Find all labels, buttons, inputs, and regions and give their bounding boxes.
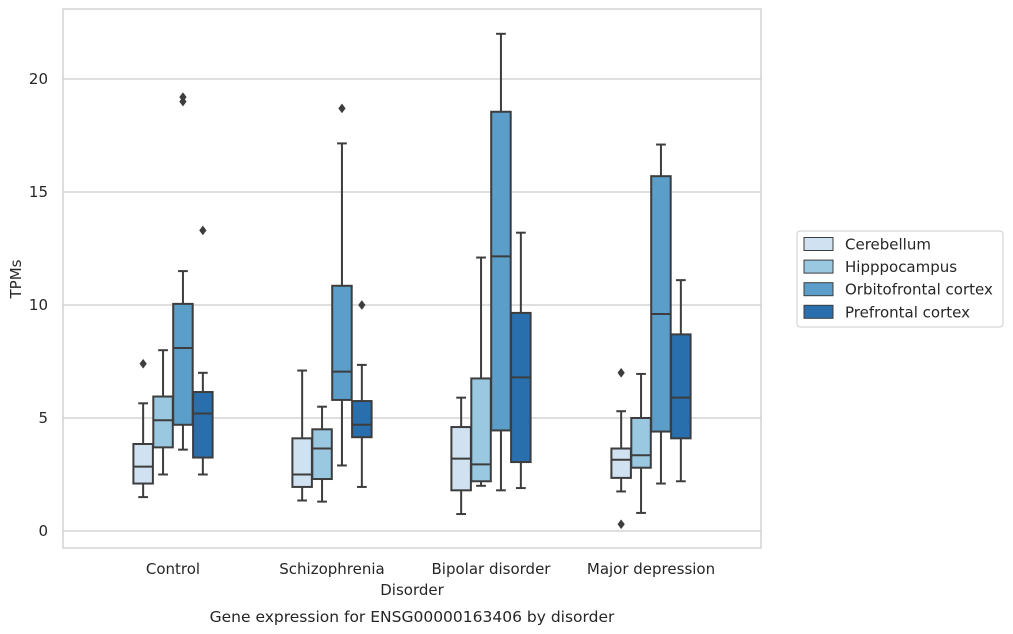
outlier-point [199, 225, 207, 236]
outlier-point [179, 92, 187, 102]
y-tick-label: 10 [29, 296, 48, 314]
legend-swatch [803, 237, 834, 251]
box [351, 400, 373, 439]
box-3-2 [510, 231, 532, 490]
legend-label: Orbitofrontal cortex [845, 281, 993, 299]
legend: Cerebellum Hipppocampus Orbitofrontal cort… [796, 230, 1004, 328]
x-tick-labels: Control Schizophrenia Bipolar disorder Majo… [146, 560, 715, 578]
y-axis-label: TPMs [7, 259, 25, 299]
box-3-1 [351, 300, 373, 488]
box [311, 428, 333, 481]
legend-swatch [803, 259, 834, 274]
box [510, 311, 532, 464]
legend-swatch [803, 304, 834, 319]
box [291, 437, 313, 488]
box [630, 417, 652, 469]
box [331, 284, 353, 401]
box-3-0 [192, 225, 214, 476]
box [470, 377, 492, 483]
y-tick-labels: 0 5 10 15 20 [29, 70, 48, 540]
x-tick-label: Control [146, 560, 200, 578]
legend-swatch [803, 282, 834, 297]
box [670, 333, 692, 440]
legend-label: Cerebellum [845, 236, 931, 254]
box [490, 110, 512, 432]
y-tick-label: 0 [38, 522, 48, 540]
box-0-0 [132, 358, 154, 499]
box [650, 175, 672, 433]
box-1-0 [152, 349, 174, 476]
box-2-1 [331, 103, 353, 467]
x-tick-label: Schizophrenia [279, 560, 384, 578]
y-tick-label: 5 [38, 409, 48, 427]
box-groups [132, 32, 692, 530]
box-2-0 [172, 92, 194, 451]
outlier-point [617, 367, 625, 378]
outlier-point [617, 519, 625, 530]
box-1-1 [311, 405, 333, 503]
box-2-3 [650, 143, 672, 485]
legend-frame [796, 230, 1004, 328]
box-3-3 [670, 279, 692, 483]
x-axis-label: Disorder [380, 581, 444, 599]
box [610, 447, 632, 479]
outlier-point [338, 103, 346, 114]
x-tick-label: Bipolar disorder [432, 560, 552, 578]
box [152, 395, 174, 449]
box [132, 442, 154, 485]
legend-label: Prefrontal cortex [845, 303, 970, 321]
box-1-3 [630, 372, 652, 514]
y-tick-label: 20 [29, 70, 48, 88]
plot-frame [62, 8, 762, 549]
box-2-2 [490, 32, 512, 492]
y-tick-label: 15 [29, 183, 48, 201]
x-tick-label: Major depression [587, 560, 715, 578]
box-0-2 [450, 396, 472, 516]
box [192, 391, 214, 459]
chart-caption: Gene expression for ENSG00000163406 by d… [210, 608, 615, 626]
outlier-point [139, 358, 147, 369]
outlier-point [358, 300, 366, 310]
box [172, 302, 194, 426]
legend-label: Hipppocampus [845, 258, 957, 276]
